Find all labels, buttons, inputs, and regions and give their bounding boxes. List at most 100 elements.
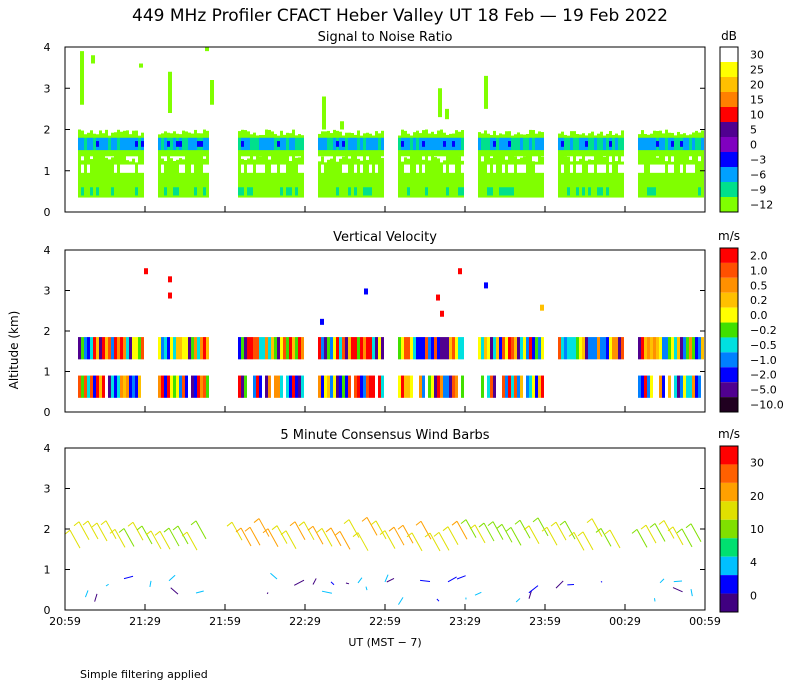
colorbar-swatch (720, 593, 738, 612)
velocity-cell-lower (93, 375, 96, 398)
velocity-sparse (484, 282, 488, 289)
snr-cell-low (638, 151, 641, 198)
snr-cell (366, 187, 369, 196)
snr-cell-low (170, 158, 173, 198)
velocity-cell-upper (443, 337, 446, 360)
wind-barb-lower (321, 590, 333, 594)
wind-barb-flag (469, 524, 476, 530)
colorbar-label: 20 (750, 490, 764, 503)
velocity-cell-lower (638, 375, 641, 398)
wind-barb-flag (235, 527, 242, 533)
snr-cell-core (502, 137, 505, 151)
snr-cell-max (141, 141, 144, 147)
snr-gap (422, 164, 425, 173)
wind-barb-upper (609, 529, 621, 549)
snr-cell (446, 187, 449, 196)
wind-barb-upper (672, 526, 684, 546)
snr-cell-low (431, 153, 434, 198)
colorbar-label: 10 (750, 109, 764, 122)
velocity-cell-upper (105, 337, 108, 360)
velocity-cell-upper (138, 337, 141, 360)
snr-cell (176, 187, 179, 196)
snr-cell-core (644, 137, 647, 151)
y-tick-label: 1 (44, 366, 51, 379)
snr-cell-core (662, 137, 665, 151)
snr-cell-low (428, 160, 431, 198)
velocity-cell-lower (176, 375, 179, 398)
snr-cell-core (535, 137, 538, 151)
snr-cell-low (265, 152, 268, 198)
colorbar-label: 10 (750, 523, 764, 536)
wind-barb-upper (636, 529, 648, 548)
snr-cell-low (378, 150, 381, 198)
wind-barb-flag (586, 518, 593, 524)
velocity-cell-lower (659, 375, 662, 398)
snr-cell-core (138, 137, 141, 151)
wind-barb-upper (474, 524, 486, 544)
wind-barb-flag (343, 519, 350, 525)
snr-cell (582, 187, 585, 196)
wind-barb-flag (451, 520, 458, 526)
snr-cell-low (606, 155, 609, 198)
velocity-cell-upper (351, 337, 354, 360)
wind-barb-flag (181, 531, 188, 537)
snr-gap (123, 164, 126, 173)
wind-barb-upper (321, 528, 333, 547)
velocity-cell-lower (345, 375, 348, 398)
velocity-cell-lower (532, 375, 535, 398)
velocity-cell-upper (481, 337, 484, 360)
snr-gap (114, 164, 117, 173)
y-tick-label: 3 (44, 82, 51, 95)
snr-cell-low (612, 154, 615, 198)
velocity-cell-upper (446, 337, 449, 360)
snr-cell-core (603, 137, 606, 151)
snr-cell-low (535, 161, 538, 198)
snr-cell-core (570, 137, 573, 151)
snr-cell-low (484, 151, 487, 198)
snr-cell-core (484, 137, 487, 151)
velocity-cell-lower (647, 375, 650, 398)
snr-cell-low (446, 151, 449, 198)
wind-barb-lower (659, 578, 665, 584)
colorbar-unit: dB (721, 29, 737, 43)
snr-cell-low (668, 156, 671, 198)
velocity-cell-lower (689, 375, 692, 398)
x-tick-label: 21:59 (209, 615, 241, 628)
velocity-cell-upper (366, 337, 369, 360)
colorbar-swatch (720, 197, 738, 212)
colorbar-label: 0 (750, 139, 757, 152)
snr-cell-low (354, 151, 357, 198)
snr-cell-low (594, 151, 597, 198)
velocity-cell-lower (434, 375, 437, 398)
snr-cell (286, 187, 289, 196)
wind-barb-upper (573, 532, 585, 551)
velocity-cell-upper (425, 337, 428, 360)
velocity-cell-lower (692, 375, 695, 398)
snr-cell-low (653, 154, 656, 198)
snr-cell-core (413, 137, 416, 151)
velocity-cell-lower (419, 375, 422, 398)
velocity-segment (318, 337, 384, 398)
velocity-cell-upper (449, 337, 452, 360)
wind-barb-flag (478, 522, 485, 528)
velocity-cell-upper (695, 337, 698, 360)
velocity-cell-lower (185, 375, 188, 398)
snr-cell-low (105, 157, 108, 198)
snr-cell-low (674, 154, 677, 198)
snr-cell-max (200, 141, 203, 147)
wind-barb-lower (149, 580, 152, 588)
snr-cell-core (286, 137, 289, 151)
snr-gap (662, 164, 665, 173)
snr-cell-core (262, 137, 265, 151)
wind-barb-upper (420, 521, 432, 540)
velocity-cell-lower (117, 375, 120, 398)
velocity-cell-upper (200, 337, 203, 360)
velocity-cell-upper (283, 337, 286, 360)
snr-gap (461, 164, 464, 173)
velocity-cell-upper (161, 337, 164, 360)
wind-barb-upper (114, 529, 126, 548)
snr-cell-low (564, 156, 567, 198)
snr-gap (653, 164, 656, 173)
colorbar-swatch (720, 122, 738, 137)
colorbar-label: −0.2 (750, 324, 777, 337)
